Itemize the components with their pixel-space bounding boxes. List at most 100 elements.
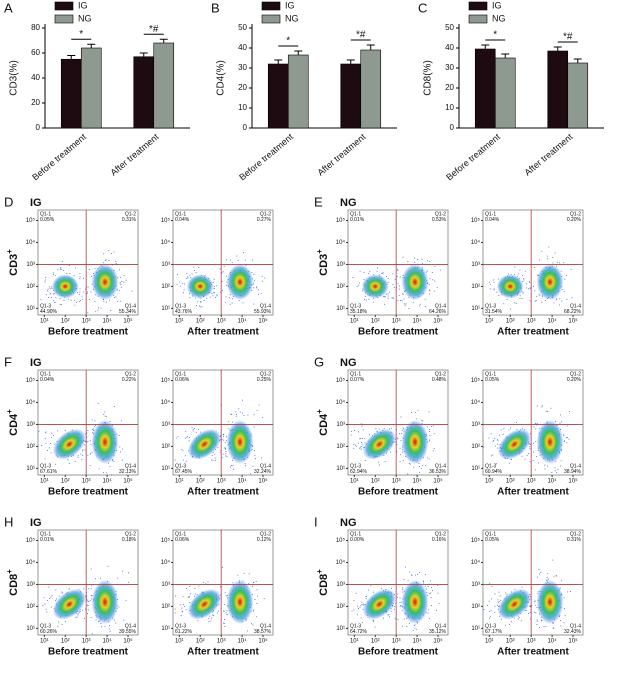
cell-dot — [489, 616, 491, 618]
cell-dot — [88, 601, 90, 603]
cell-dot — [350, 434, 352, 436]
cell-dot — [494, 605, 496, 607]
cell-dot — [194, 587, 196, 589]
cell-dot — [394, 618, 396, 620]
cell-dot — [81, 609, 83, 611]
cell-dot — [175, 437, 177, 439]
cell-dot — [510, 621, 512, 623]
cell-dot — [115, 622, 117, 624]
cell-dot — [398, 295, 400, 296]
cell-dot — [52, 435, 54, 437]
cell-dot — [100, 623, 102, 624]
cell-dot — [554, 467, 556, 469]
y-tick-label: 10¹ — [161, 626, 170, 632]
cell-dot — [107, 565, 109, 567]
x-tick-label: 10⁴ — [412, 478, 422, 485]
legend-swatch — [54, 1, 74, 11]
cell-dot — [505, 592, 507, 594]
cell-dot — [45, 276, 47, 278]
cell-dot — [559, 619, 561, 621]
y-tick-label: 30 — [445, 63, 454, 72]
cell-dot — [375, 428, 377, 430]
cell-dot — [45, 294, 47, 295]
cell-dot — [511, 458, 513, 460]
cell-dot — [60, 268, 62, 270]
y-tick-label: 10¹ — [26, 466, 35, 472]
cell-dot — [247, 414, 249, 416]
cell-dot — [64, 430, 66, 431]
cell-dot — [427, 585, 429, 587]
cell-dot — [60, 268, 61, 270]
cell-dot — [91, 419, 93, 421]
cell-dot — [257, 293, 259, 295]
cell-dot — [187, 276, 189, 278]
cell-dot — [521, 298, 523, 300]
y-tick-label: 10¹ — [161, 466, 170, 472]
cell-dot — [400, 605, 402, 607]
cell-dot — [207, 581, 209, 583]
cell-dot — [376, 270, 378, 272]
y-tick-label: 10¹ — [471, 466, 480, 472]
quadrant-percent: 0.05% — [485, 377, 500, 383]
cell-dot — [180, 615, 182, 617]
cell-dot — [190, 277, 192, 279]
cell-dot — [510, 458, 512, 460]
y-tick-label: 10³ — [336, 582, 345, 588]
significance-label: *# — [563, 32, 573, 43]
cell-dot — [63, 269, 65, 271]
cell-dot — [406, 626, 408, 628]
cell-dot — [50, 606, 52, 608]
cell-dot — [399, 605, 401, 607]
quadrant-name: Q1-4 — [260, 623, 271, 629]
marker-sup: + — [5, 249, 14, 254]
plot-frame — [482, 209, 584, 316]
quadrant-percent: 68.22% — [564, 309, 582, 315]
cell-dot — [529, 300, 531, 302]
quadrant-percent: 0.25% — [257, 377, 272, 383]
cell-dot — [40, 299, 42, 301]
cell-dot — [563, 597, 565, 599]
cell-dot — [492, 440, 494, 442]
y-tick-label: 10⁴ — [26, 559, 36, 566]
cell-dot — [399, 432, 401, 434]
legend-swatch — [261, 1, 281, 11]
quadrant-percent: 38.57% — [254, 629, 272, 635]
panel-letter: B — [211, 0, 220, 15]
cell-dot — [189, 585, 191, 587]
cell-dot — [128, 581, 129, 583]
cell-dot — [419, 305, 421, 307]
x-tick-label: 10⁵ — [568, 638, 578, 645]
cell-dot — [197, 301, 199, 303]
cell-dot — [252, 581, 254, 583]
cell-dot — [516, 428, 518, 430]
cell-dot — [89, 599, 91, 601]
cell-dot — [57, 430, 59, 432]
cell-dot — [520, 620, 522, 622]
cell-dot — [399, 461, 401, 463]
cell-dot — [183, 289, 185, 291]
cell-dot — [226, 284, 227, 286]
cell-dot — [417, 259, 419, 261]
plot-frame — [172, 369, 274, 476]
legend-swatch — [261, 14, 281, 24]
cell-dot — [90, 588, 92, 590]
cell-dot — [400, 300, 401, 302]
cell-dot — [359, 447, 361, 449]
cell-dot — [546, 255, 548, 257]
cell-dot — [537, 274, 538, 276]
cell-dot — [392, 273, 394, 275]
bar — [340, 63, 362, 129]
cell-dot — [177, 435, 179, 437]
cell-dot — [540, 572, 542, 573]
cell-dot — [353, 609, 355, 611]
cell-dot — [428, 440, 430, 442]
quadrant-name: Q1-1 — [350, 211, 361, 217]
x-tick-label: After treatment — [109, 131, 161, 177]
cell-dot — [102, 262, 104, 264]
cell-dot — [119, 290, 121, 292]
cell-dot — [254, 458, 256, 460]
cell-dot — [76, 601, 78, 603]
cell-dot — [535, 605, 537, 607]
x-tick-label: 10³ — [527, 639, 536, 645]
cell-dot — [225, 296, 227, 298]
